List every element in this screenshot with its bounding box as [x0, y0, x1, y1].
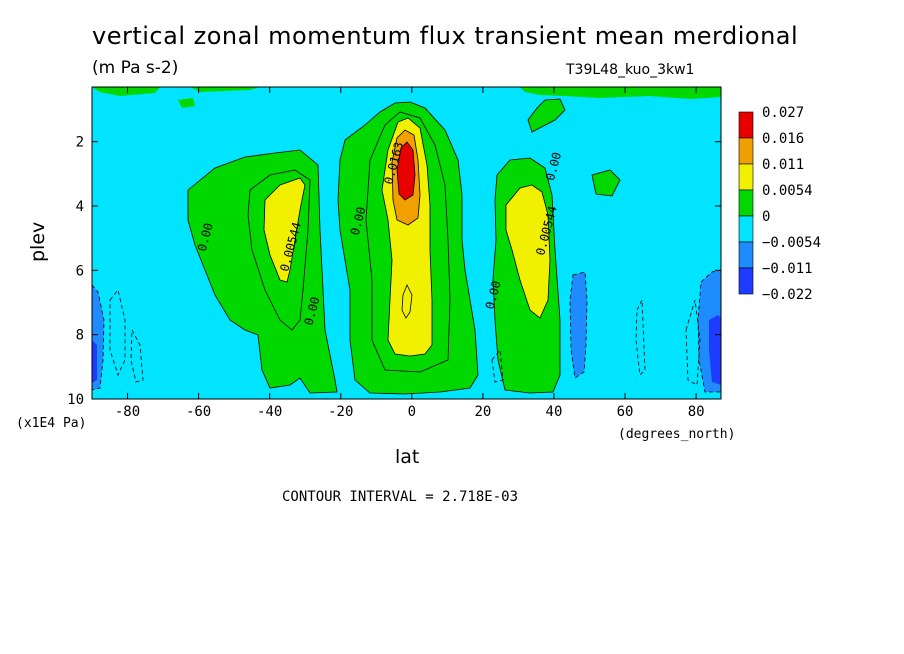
- chart-units: (m Pa s-2): [92, 58, 179, 78]
- colorbar-label: −0.011: [762, 261, 813, 277]
- region-top-green: [92, 87, 721, 99]
- y-tick-label: 8: [76, 328, 84, 344]
- x-tick-label: -40: [257, 404, 282, 420]
- axes: -80 -60 -40 -20 0 20 40 60 80 2 4 6 8 10: [67, 87, 721, 420]
- x-tick-label: 40: [546, 404, 563, 420]
- region-blue-left-2: [92, 340, 97, 383]
- x-tick-label: -20: [328, 404, 353, 420]
- colorbar-label: 0: [762, 209, 770, 225]
- y-tick-label: 6: [76, 263, 84, 279]
- contour-lines: [187, 98, 621, 395]
- region-eq-red: [397, 142, 415, 200]
- region-right-yellow: [506, 185, 550, 318]
- x-axis-unit: (degrees_north): [618, 427, 736, 442]
- region-blue-right-3: [709, 315, 721, 385]
- colorbar-swatch: [738, 215, 754, 243]
- colorbar-swatch: [738, 267, 754, 295]
- x-tick-label: 80: [688, 404, 705, 420]
- negative-contour-lines: [92, 269, 721, 393]
- colorbar-swatch: [738, 189, 754, 217]
- y-tick-label: 10: [67, 392, 84, 408]
- y-axis-label: plev: [27, 221, 49, 262]
- y-tick-label: 4: [76, 199, 84, 215]
- y-axis-unit: (x1E4 Pa): [16, 416, 87, 431]
- colorbar-label: 0.011: [762, 157, 804, 173]
- colorbar-label: 0.0054: [762, 183, 813, 199]
- colorbar-label: −0.0054: [762, 235, 821, 251]
- colorbar-label: 0.027: [762, 105, 804, 121]
- colorbar-swatch: [738, 111, 754, 139]
- colorbar-swatch: [738, 137, 754, 165]
- region-blue-right-1: [570, 272, 587, 378]
- y-tick-label: 2: [76, 135, 84, 151]
- region-left-yellow: [264, 178, 305, 282]
- x-axis-label: lat: [395, 446, 420, 468]
- colorbar-swatch: [738, 163, 754, 191]
- x-tick-label: 20: [474, 404, 491, 420]
- plot-frame: [91, 86, 722, 400]
- contour-interval: CONTOUR INTERVAL = 2.718E-03: [282, 489, 519, 505]
- x-tick-label: 0: [408, 404, 416, 420]
- chart-title: vertical zonal momentum flux transient m…: [92, 22, 799, 50]
- colorbar-swatch: [738, 241, 754, 269]
- x-tick-label: -60: [186, 404, 211, 420]
- x-tick-label: 60: [617, 404, 634, 420]
- colorbar-legend: 0.027 0.016 0.011 0.0054 0 −0.0054 −0.011 −0.02…: [738, 105, 821, 303]
- colorbar-label: 0.016: [762, 131, 804, 147]
- colorbar-label: −0.022: [762, 287, 813, 303]
- run-id: T39L48_kuo_3kw1: [566, 62, 695, 78]
- x-tick-label: -80: [115, 404, 140, 420]
